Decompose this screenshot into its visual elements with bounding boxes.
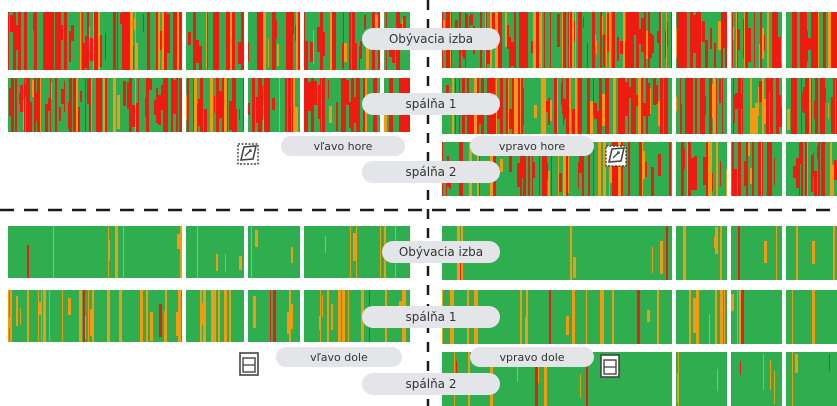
label-bottom-left-corner: vľavo dole: [276, 347, 402, 367]
label-top-living-room: Obývacia izba: [362, 28, 500, 50]
label-top-bedroom-2: spálňa 2: [362, 161, 500, 183]
wall-window-icon: [598, 352, 622, 380]
label-top-bedroom-1: spálňa 1: [362, 93, 500, 115]
wall-window-icon: [237, 350, 261, 378]
roof-window-icon: [604, 142, 628, 170]
roof-window-icon: [236, 140, 260, 168]
label-bottom-right-corner: vpravo dole: [470, 347, 594, 367]
label-bottom-bedroom-1: spálňa 1: [362, 306, 500, 328]
label-bottom-bedroom-2: spálňa 2: [362, 373, 500, 395]
label-top-left-corner: vľavo hore: [281, 136, 405, 156]
label-top-right-corner: vpravo hore: [470, 136, 594, 156]
label-bottom-living-room: Obývacia izba: [382, 241, 500, 263]
